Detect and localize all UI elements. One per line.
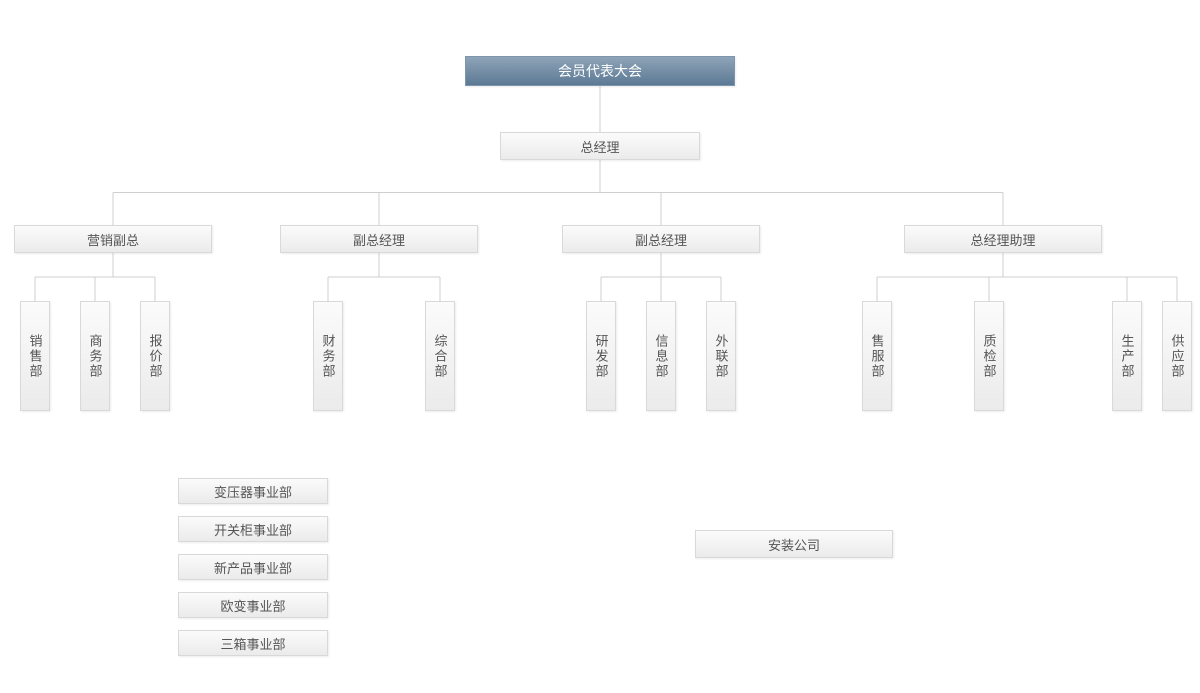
org-node-m4b: 质检部: [974, 301, 1004, 411]
org-node-m1a: 销售部: [20, 301, 50, 411]
org-node-m3b: 信息部: [646, 301, 676, 411]
org-node-label: 供应部: [1168, 334, 1187, 379]
org-node-label: 营销副总: [87, 230, 139, 249]
org-node-label: 报价部: [146, 334, 165, 379]
org-node-m4: 总经理助理: [904, 225, 1102, 253]
org-node-bu4: 欧变事业部: [178, 592, 328, 618]
org-node-label: 售服部: [868, 334, 887, 379]
org-node-gm: 总经理: [500, 132, 700, 160]
org-node-label: 生产部: [1118, 334, 1137, 379]
org-node-m1: 营销副总: [14, 225, 212, 253]
org-node-label: 变压器事业部: [214, 482, 292, 501]
org-node-label: 新产品事业部: [214, 558, 292, 577]
org-node-label: 总经理: [580, 137, 619, 156]
org-node-root: 会员代表大会: [465, 56, 735, 86]
org-node-label: 会员代表大会: [558, 61, 642, 81]
org-node-label: 副总经理: [353, 230, 405, 249]
org-node-m3: 副总经理: [562, 225, 760, 253]
org-node-label: 财务部: [319, 334, 338, 379]
org-node-m4a: 售服部: [862, 301, 892, 411]
org-node-label: 副总经理: [635, 230, 687, 249]
org-node-m3c: 外联部: [706, 301, 736, 411]
org-node-label: 商务部: [86, 334, 105, 379]
org-node-label: 外联部: [712, 334, 731, 379]
org-node-label: 欧变事业部: [220, 596, 285, 615]
org-node-m1c: 报价部: [140, 301, 170, 411]
org-node-bu3: 新产品事业部: [178, 554, 328, 580]
org-node-label: 安装公司: [768, 535, 820, 554]
org-node-label: 信息部: [652, 334, 671, 379]
org-node-bu1: 变压器事业部: [178, 478, 328, 504]
org-node-bu2: 开关柜事业部: [178, 516, 328, 542]
org-node-label: 三箱事业部: [220, 634, 285, 653]
org-node-m2a: 财务部: [313, 301, 343, 411]
org-node-label: 开关柜事业部: [214, 520, 292, 539]
org-node-label: 销售部: [26, 334, 45, 379]
org-node-m3a: 研发部: [586, 301, 616, 411]
org-chart: 会员代表大会总经理营销副总 副总经理 副总经理 总经理助理销售部 商务部 报价部 财务部 综合…: [0, 0, 1200, 693]
org-node-m2: 副总经理: [280, 225, 478, 253]
org-node-m1b: 商务部: [80, 301, 110, 411]
org-node-bu5: 三箱事业部: [178, 630, 328, 656]
org-node-inst: 安装公司: [695, 530, 893, 558]
org-node-m2b: 综合部: [425, 301, 455, 411]
org-node-label: 综合部: [431, 334, 450, 379]
org-node-label: 研发部: [592, 334, 611, 379]
org-node-label: 总经理助理: [970, 230, 1035, 249]
org-node-m4c: 生产部: [1112, 301, 1142, 411]
org-node-m4d: 供应部: [1162, 301, 1192, 411]
org-node-label: 质检部: [980, 334, 999, 379]
